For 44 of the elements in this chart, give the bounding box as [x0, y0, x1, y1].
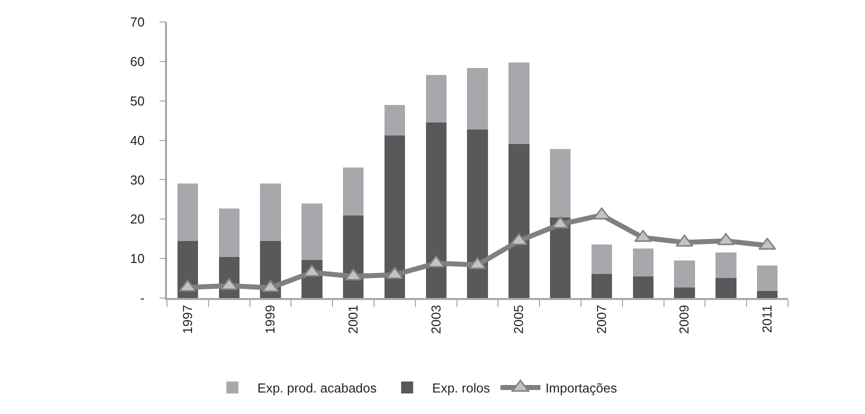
x-tick-label: 2003: [428, 304, 444, 334]
bar: [467, 129, 488, 298]
bar: [591, 274, 612, 298]
bar: [591, 244, 612, 274]
bar: [218, 208, 240, 257]
x-tick-label: 2011: [760, 304, 775, 333]
bar: [716, 278, 736, 298]
bar: [756, 290, 778, 298]
x-tick-label: 2005: [511, 304, 526, 334]
y-tick-label: -: [140, 290, 145, 306]
y-tick-label: 30: [130, 172, 145, 188]
y-tick-label: 40: [130, 132, 145, 148]
bar: [632, 276, 654, 298]
bar: [467, 68, 488, 130]
bar: [508, 144, 530, 298]
bar: [342, 167, 364, 216]
x-tick-label: 2009: [676, 304, 692, 334]
x-tick-label: 1997: [180, 304, 195, 334]
bar: [716, 252, 736, 278]
bar: [550, 218, 571, 298]
y-tick-label: 10: [130, 251, 145, 266]
legend-label: Importações: [545, 380, 618, 396]
bar: [302, 203, 322, 260]
bar: [756, 266, 778, 291]
legend-label: Exp. rolos: [432, 380, 490, 396]
bar: [260, 184, 281, 241]
y-tick-label: 60: [130, 54, 145, 69]
bar: [632, 248, 654, 277]
bar: [674, 287, 695, 298]
bar: [426, 122, 446, 298]
bar: [508, 62, 530, 144]
x-tick-label: 2007: [594, 304, 609, 334]
x-tick-label: 1999: [262, 304, 278, 334]
bar: [674, 260, 695, 288]
bar: [384, 104, 406, 136]
x-tick-label: 2001: [346, 304, 361, 334]
y-tick-label: 20: [130, 212, 145, 227]
y-tick-label: 70: [130, 14, 145, 30]
bar: [550, 148, 571, 218]
bar: [384, 136, 406, 298]
y-tick-label: 50: [130, 93, 145, 108]
bar: [426, 74, 446, 123]
bar: [177, 184, 198, 241]
legend-label: Exp. prod. acabados: [257, 380, 378, 396]
